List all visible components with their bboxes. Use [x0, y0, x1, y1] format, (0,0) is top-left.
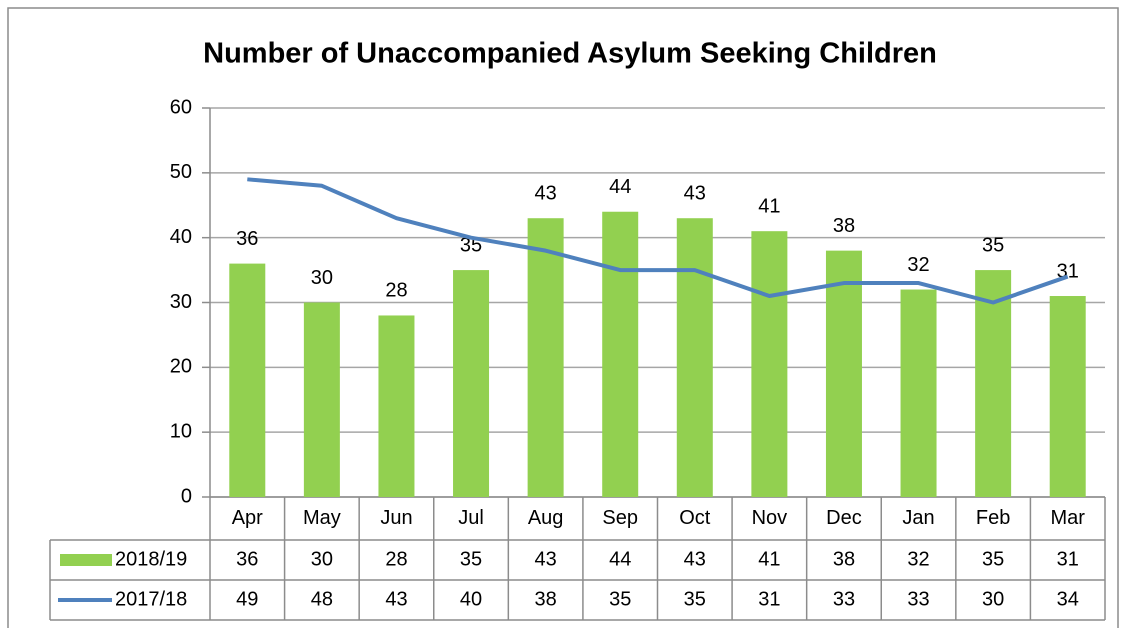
table-value: 40	[460, 588, 482, 610]
x-tick-label: Jan	[902, 507, 934, 529]
data-label: 30	[311, 267, 333, 289]
table-value: 44	[609, 548, 631, 570]
table-value: 33	[833, 588, 855, 610]
table-value: 49	[236, 588, 258, 610]
legend-label: 2017/18	[115, 588, 187, 610]
bar	[303, 302, 340, 497]
y-tick-label: 60	[170, 96, 192, 118]
table-value: 32	[907, 548, 929, 570]
x-tick-label: Jul	[458, 507, 484, 529]
x-tick-label: Apr	[232, 507, 263, 529]
data-label: 41	[758, 195, 780, 217]
x-tick-label: Nov	[752, 507, 788, 529]
data-label: 36	[236, 228, 258, 250]
table-value: 35	[609, 588, 631, 610]
bar	[527, 218, 564, 497]
x-tick-label: May	[303, 507, 341, 529]
x-tick-label: Sep	[602, 507, 638, 529]
data-label: 32	[907, 254, 929, 276]
data-label: 43	[684, 182, 706, 204]
y-tick-label: 20	[170, 356, 192, 378]
table-value: 35	[684, 588, 706, 610]
table-value: 43	[385, 588, 407, 610]
bar	[975, 270, 1012, 497]
table-value: 31	[758, 588, 780, 610]
x-tick-label: Feb	[976, 507, 1010, 529]
bar	[825, 250, 862, 497]
bar	[676, 218, 713, 497]
table-value: 43	[684, 548, 706, 570]
table-value: 35	[460, 548, 482, 570]
data-label: 28	[385, 280, 407, 302]
table-value: 41	[758, 548, 780, 570]
y-tick-label: 0	[181, 485, 192, 507]
x-tick-label: Jun	[380, 507, 412, 529]
x-tick-label: Oct	[679, 507, 711, 529]
table-value: 28	[385, 548, 407, 570]
x-tick-label: Mar	[1050, 507, 1085, 529]
bar	[229, 263, 266, 497]
table-value: 30	[982, 588, 1004, 610]
y-tick-label: 50	[170, 161, 192, 183]
table-value: 30	[311, 548, 333, 570]
bar	[751, 231, 788, 497]
table-value: 31	[1057, 548, 1079, 570]
data-label: 38	[833, 215, 855, 237]
legend-label: 2018/19	[115, 548, 187, 570]
line	[247, 177, 1069, 305]
table-value: 36	[236, 548, 258, 570]
data-label: 35	[982, 234, 1004, 256]
table-value: 43	[535, 548, 557, 570]
table-value: 34	[1057, 588, 1079, 610]
x-tick-label: Dec	[826, 507, 862, 529]
bar	[453, 270, 490, 497]
table-value: 38	[833, 548, 855, 570]
y-tick-label: 30	[170, 291, 192, 313]
table-value: 35	[982, 548, 1004, 570]
y-tick-label: 40	[170, 226, 192, 248]
y-tick-label: 10	[170, 420, 192, 442]
legend-key	[60, 554, 112, 566]
bar	[602, 211, 639, 497]
bar	[900, 289, 937, 497]
table-value: 38	[535, 588, 557, 610]
bar	[1049, 296, 1086, 497]
table-value: 33	[907, 588, 929, 610]
data-label: 44	[609, 176, 631, 198]
data-label: 43	[535, 182, 557, 204]
table-value: 48	[311, 588, 333, 610]
bar	[378, 315, 415, 497]
x-tick-label: Aug	[528, 507, 564, 529]
chart-title: Number of Unaccompanied Asylum Seeking C…	[203, 38, 937, 70]
